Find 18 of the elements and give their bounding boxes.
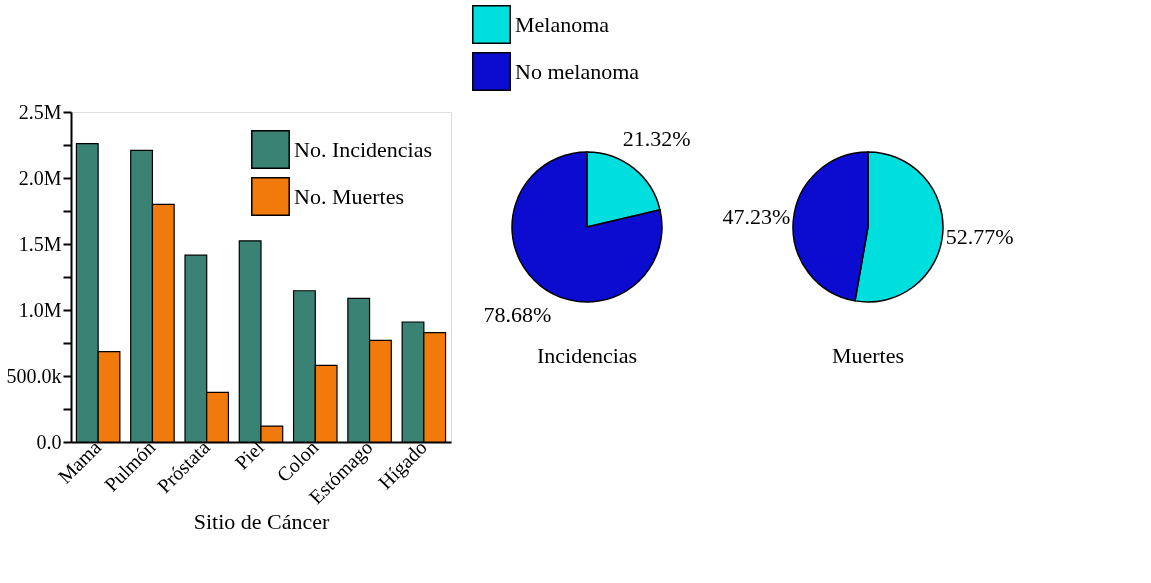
y-tick-label: 2.0M	[18, 166, 62, 189]
text: Incidencias	[536, 343, 638, 368]
legend-label: No melanoma	[515, 58, 640, 84]
y-tick-label: 1.0M	[18, 298, 62, 321]
y-tick-label: 500.0k	[6, 364, 62, 387]
pie-slice	[511, 151, 663, 303]
y-tick-label: 2.5M	[18, 100, 62, 123]
data-label: 52.77%	[945, 223, 1014, 249]
legend-label: No. Muertes	[294, 183, 404, 209]
y-tick-label: 1.5M	[18, 232, 62, 255]
data-label: 78.68%	[483, 301, 552, 327]
legend-label: Melanoma	[515, 11, 610, 37]
data-label: 21.32%	[622, 126, 691, 152]
legend-label: No. Incidencias	[294, 136, 433, 162]
x-tick-label: Piel	[230, 435, 269, 474]
text: Muertes	[831, 343, 905, 368]
x-axis-title: Sitio de Cáncer	[193, 509, 330, 535]
data-label: 47.23%	[722, 204, 791, 230]
